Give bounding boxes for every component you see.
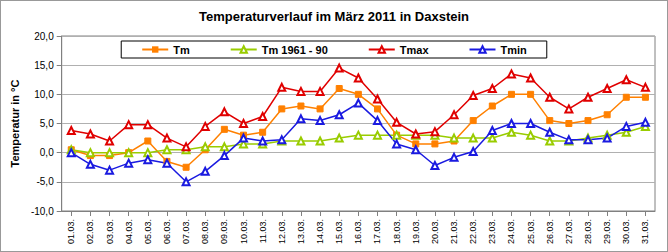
svg-text:22.03.: 22.03.: [468, 219, 478, 244]
svg-text:0,0: 0,0: [40, 147, 54, 158]
svg-text:Tmax: Tmax: [400, 44, 430, 56]
svg-text:06.03.: 06.03.: [162, 219, 172, 244]
svg-text:15.03.: 15.03.: [334, 219, 344, 244]
svg-text:10.03.: 10.03.: [239, 219, 249, 244]
svg-text:17.03.: 17.03.: [372, 219, 382, 244]
svg-text:01.03.: 01.03.: [66, 219, 76, 244]
svg-text:21.03.: 21.03.: [449, 219, 459, 244]
svg-text:Temperatur in °C: Temperatur in °C: [9, 79, 21, 167]
svg-text:Temperaturverlauf im März 2011: Temperaturverlauf im März 2011 in Daxste…: [199, 9, 469, 24]
svg-text:02.03.: 02.03.: [85, 219, 95, 244]
svg-text:08.03.: 08.03.: [200, 219, 210, 244]
svg-text:Tmin: Tmin: [500, 44, 527, 56]
svg-text:05.03.: 05.03.: [143, 219, 153, 244]
svg-text:27.03.: 27.03.: [564, 219, 574, 244]
svg-text:14.03.: 14.03.: [315, 219, 325, 244]
svg-text:5,0: 5,0: [40, 118, 54, 129]
svg-text:20,0: 20,0: [34, 31, 54, 42]
svg-text:16.03.: 16.03.: [353, 219, 363, 244]
svg-text:10,0: 10,0: [34, 89, 54, 100]
svg-text:09.03.: 09.03.: [219, 219, 229, 244]
svg-text:04.03.: 04.03.: [124, 219, 134, 244]
svg-text:20.03.: 20.03.: [430, 219, 440, 244]
svg-text:23.03.: 23.03.: [487, 219, 497, 244]
svg-text:29.03.: 29.03.: [602, 219, 612, 244]
svg-text:30.03.: 30.03.: [621, 219, 631, 244]
svg-text:Tm 1961 - 90: Tm 1961 - 90: [262, 44, 328, 56]
svg-text:13.03.: 13.03.: [296, 219, 306, 244]
svg-text:03.03.: 03.03.: [105, 219, 115, 244]
svg-text:Tm: Tm: [173, 44, 190, 56]
svg-text:07.03.: 07.03.: [181, 219, 191, 244]
svg-text:26.03.: 26.03.: [545, 219, 555, 244]
svg-text:24.03.: 24.03.: [506, 219, 516, 244]
svg-text:18.03.: 18.03.: [392, 219, 402, 244]
svg-text:-5,0: -5,0: [36, 176, 54, 187]
svg-text:15,0: 15,0: [34, 60, 54, 71]
svg-text:28.03.: 28.03.: [583, 219, 593, 244]
svg-text:19.03.: 19.03.: [411, 219, 421, 244]
svg-text:-10,0: -10,0: [31, 206, 54, 217]
svg-text:25.03.: 25.03.: [526, 219, 536, 244]
svg-text:31.03.: 31.03.: [640, 219, 650, 244]
svg-text:11.03.: 11.03.: [258, 219, 268, 243]
svg-text:12.03.: 12.03.: [277, 219, 287, 244]
